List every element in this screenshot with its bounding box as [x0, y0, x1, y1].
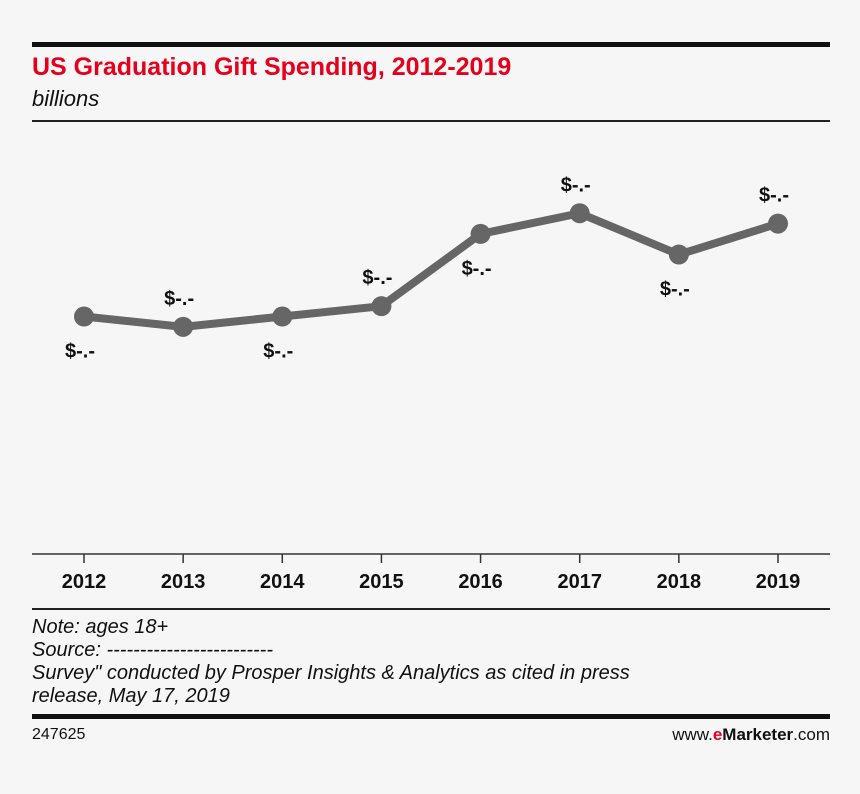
- line-chart: 2012 2013 2014 2015 2016 2017 2018 2019 $-.- $-.-…: [32, 174, 830, 593]
- chart-title: US Graduation Gift Spending, 2012-2019: [32, 53, 512, 81]
- top-rule: [32, 42, 830, 47]
- x-tick-label: 2019: [756, 571, 801, 593]
- brand-prefix: www.: [672, 725, 713, 744]
- data-point: [272, 306, 293, 327]
- chart-id: 247625: [32, 726, 86, 743]
- data-label: $-.-: [660, 279, 690, 301]
- bottom-rule: [32, 714, 830, 719]
- data-label: $-.-: [263, 341, 293, 363]
- brand-e: e: [712, 725, 723, 744]
- emarketer-link[interactable]: www.eMarketer.com: [672, 725, 830, 745]
- x-tick-label: 2018: [657, 571, 702, 593]
- note-text: Note: ages 18+: [32, 616, 169, 638]
- x-tick-label: 2014: [260, 571, 305, 593]
- brand-suffix: .com: [793, 725, 830, 744]
- source-text: Source: -------------------------: [32, 639, 273, 661]
- data-point: [173, 316, 194, 337]
- data-label: $-.-: [65, 341, 95, 363]
- data-point: [768, 213, 788, 234]
- data-point: [371, 296, 392, 317]
- data-label: $-.-: [164, 288, 194, 310]
- x-tick-label: 2013: [161, 571, 206, 593]
- x-tick-label: 2016: [458, 571, 503, 593]
- brand-name: Marketer: [722, 725, 794, 744]
- data-label: $-.-: [462, 258, 492, 280]
- x-tick-label: 2012: [62, 571, 107, 593]
- series-line: [80, 209, 782, 331]
- source-text-line3: release, May 17, 2019: [32, 685, 230, 707]
- data-point: [74, 306, 94, 327]
- source-text-line2: Survey" conducted by Prosper Insights & …: [32, 662, 630, 684]
- data-label: $-.-: [759, 185, 789, 207]
- data-point: [668, 244, 689, 265]
- data-point: [470, 223, 491, 244]
- x-tick-label: 2017: [557, 571, 602, 593]
- x-tick-label: 2015: [359, 571, 404, 593]
- notes-block: Note: ages 18+ Source: -----------------…: [32, 616, 630, 708]
- data-label: $-.-: [362, 267, 392, 289]
- subtitle-rule: [32, 120, 830, 122]
- data-point: [569, 203, 590, 224]
- notes-rule: [32, 608, 830, 610]
- data-label: $-.-: [561, 174, 591, 196]
- chart-subtitle: billions: [32, 86, 100, 111]
